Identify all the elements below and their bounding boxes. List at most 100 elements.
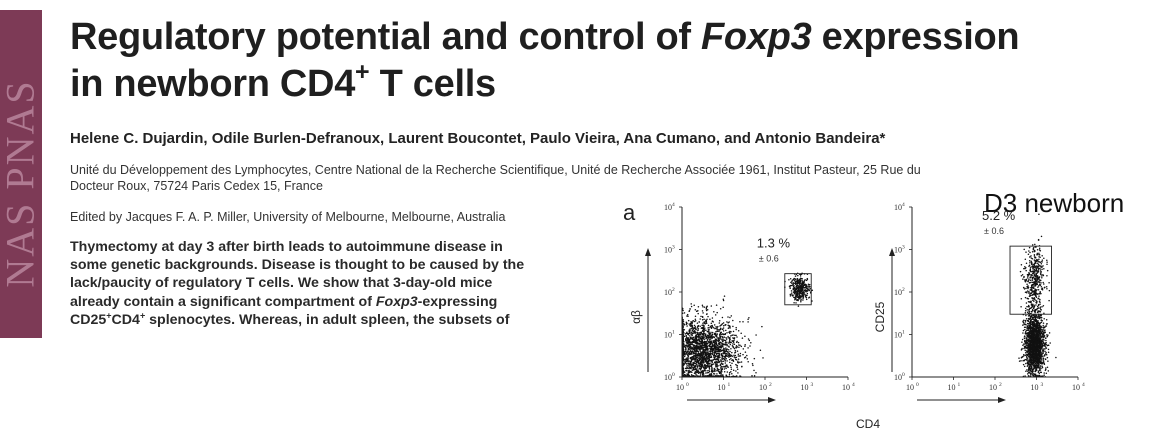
data-point: [798, 289, 801, 292]
data-point: [717, 337, 720, 340]
data-point: [699, 357, 702, 360]
data-point: [713, 373, 716, 375]
data-point: [1027, 253, 1030, 256]
data-point: [695, 358, 697, 361]
data-point: [1034, 269, 1036, 272]
data-point: [721, 363, 724, 366]
data-point: [723, 295, 726, 297]
data-point: [1033, 305, 1036, 308]
data-point: [713, 369, 715, 371]
data-point: [712, 321, 714, 323]
data-point: [1028, 292, 1030, 294]
data-point: [749, 345, 751, 347]
data-point: [1026, 277, 1029, 279]
data-point: [797, 274, 799, 277]
data-point: [732, 346, 735, 349]
data-point: [1031, 324, 1034, 327]
data-point: [683, 335, 686, 338]
data-point: [705, 321, 708, 323]
data-point: [684, 367, 687, 370]
data-point: [1038, 354, 1040, 357]
data-point: [718, 370, 721, 373]
data-point: [800, 299, 802, 302]
data-point: [725, 338, 728, 340]
data-point: [706, 357, 709, 360]
data-point: [1032, 347, 1035, 350]
data-point: [1029, 279, 1032, 282]
data-point: [707, 315, 709, 318]
data-point: [799, 279, 801, 281]
data-point: [683, 312, 686, 314]
shared-x-axis-label: CD4: [856, 417, 880, 431]
data-point: [1024, 311, 1027, 314]
data-point: [1037, 360, 1039, 362]
data-point: [1032, 303, 1034, 305]
data-point: [1033, 310, 1036, 313]
data-point: [735, 328, 737, 331]
data-point: [1041, 266, 1043, 268]
abstract-sup-1: +: [106, 310, 112, 321]
data-point: [744, 351, 747, 353]
data-point: [1020, 306, 1022, 308]
data-point: [722, 330, 725, 332]
data-point: [692, 355, 694, 358]
data-point: [716, 328, 718, 331]
data-point: [715, 335, 717, 337]
data-point: [1039, 371, 1042, 374]
data-point: [727, 322, 729, 324]
data-point: [717, 325, 719, 328]
data-point: [691, 337, 694, 339]
data-point: [702, 354, 705, 356]
data-point: [799, 283, 801, 286]
data-point: [708, 369, 710, 372]
data-point: [1024, 280, 1026, 282]
data-point: [1024, 321, 1027, 323]
data-point: [1031, 294, 1033, 297]
figure-panel-letter: a: [623, 200, 636, 225]
data-point: [710, 335, 713, 338]
data-point: [1036, 271, 1039, 274]
data-point: [695, 346, 697, 348]
data-point: [1038, 295, 1040, 297]
data-point: [1025, 279, 1027, 282]
data-point: [1044, 326, 1046, 328]
data-point: [1046, 274, 1048, 277]
data-point: [717, 369, 720, 371]
data-point: [1031, 374, 1034, 376]
data-point: [1036, 279, 1038, 281]
data-point: [1031, 308, 1034, 311]
data-point: [718, 330, 720, 332]
data-point: [707, 364, 709, 366]
data-point: [703, 366, 706, 368]
data-point: [686, 373, 689, 376]
data-point: [705, 313, 708, 315]
data-point: [1036, 276, 1039, 279]
data-point: [1028, 330, 1031, 333]
data-point: [704, 349, 706, 352]
data-point: [716, 327, 719, 329]
abstract-line-1: Thymectomy at day 3 after birth leads to…: [70, 239, 503, 255]
data-point: [1032, 314, 1035, 317]
data-point: [733, 343, 736, 345]
data-point: [737, 362, 740, 364]
data-point: [1029, 334, 1031, 337]
data-point: [726, 351, 729, 353]
data-point: [1036, 321, 1039, 323]
data-point: [1035, 364, 1037, 366]
data-point: [1037, 315, 1039, 317]
data-point: [1039, 279, 1042, 282]
data-point: [1037, 269, 1040, 271]
data-point: [703, 332, 706, 335]
data-point: [1033, 255, 1036, 257]
data-point: [788, 278, 790, 281]
data-point: [711, 350, 714, 353]
data-point: [718, 354, 721, 357]
y-tick-label: 10: [664, 331, 672, 340]
data-point: [721, 336, 724, 338]
data-point: [1032, 293, 1035, 296]
data-point: [1033, 338, 1036, 340]
data-point: [1028, 250, 1030, 252]
data-point: [1025, 318, 1028, 320]
data-point: [722, 374, 724, 376]
data-point: [1040, 358, 1042, 360]
